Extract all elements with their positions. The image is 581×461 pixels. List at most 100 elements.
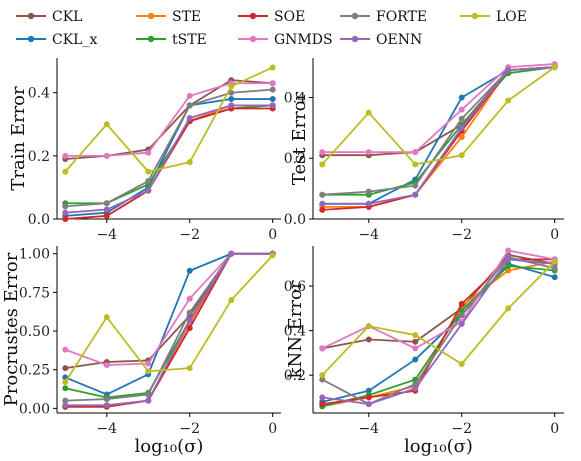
series-line (322, 63, 555, 154)
data-point (228, 250, 235, 257)
series-oenn (319, 64, 558, 207)
data-point (365, 336, 372, 343)
series-line (322, 66, 555, 157)
y-tick-label: 0.4 (284, 324, 306, 340)
data-point (228, 96, 235, 103)
data-point (551, 258, 558, 265)
legend-item: tSTE (136, 32, 207, 48)
series-ckl (62, 77, 276, 163)
data-point (412, 332, 419, 339)
data-point (145, 360, 152, 367)
legend-item: STE (136, 9, 201, 25)
series-line (64, 252, 273, 366)
data-point (458, 320, 465, 327)
series-forte (62, 86, 276, 210)
legend-label: FORTE (376, 9, 427, 25)
legend-marker (147, 35, 155, 43)
data-point (103, 200, 110, 207)
legend-marker (147, 12, 155, 20)
x-tick-label: −2 (451, 421, 472, 437)
data-point (412, 191, 419, 198)
data-point (319, 200, 326, 207)
series-gnmds (319, 247, 558, 352)
data-point (505, 247, 512, 254)
data-point (319, 161, 326, 168)
series-gnmds (319, 61, 558, 156)
series-line (65, 252, 273, 402)
legend-marker (249, 35, 257, 43)
legend-label: OENN (376, 32, 422, 48)
data-point (269, 64, 276, 71)
data-point (365, 323, 372, 330)
data-point (412, 182, 419, 189)
data-point (62, 168, 69, 175)
data-point (145, 397, 152, 404)
y-tick-label: 0.4 (28, 86, 50, 102)
data-point (103, 314, 110, 321)
series-loe (62, 64, 276, 175)
legend-item: SOE (238, 9, 305, 25)
series-line (322, 265, 555, 408)
data-point (412, 385, 419, 392)
series-line (65, 252, 273, 407)
data-point (228, 83, 235, 90)
data-point (62, 203, 69, 210)
data-point (365, 200, 372, 207)
data-point (412, 149, 419, 156)
data-point (186, 295, 193, 302)
y-tick-label: 0.2 (284, 151, 306, 167)
data-point (458, 133, 465, 140)
y-tick-label: 0.25 (19, 363, 50, 379)
data-point (458, 124, 465, 131)
legend-label: CKL_x (52, 32, 97, 48)
data-point (62, 209, 69, 216)
series-forte (319, 254, 558, 408)
legend-marker (471, 12, 479, 20)
data-point (365, 387, 372, 394)
x-tick-label: −4 (358, 421, 379, 437)
data-point (145, 178, 152, 185)
series-line (321, 260, 556, 376)
series-loe (319, 258, 558, 379)
legend: CKL CKL_x STE tSTE SOE GNMDS FORTE OENN LOE (16, 9, 527, 48)
x-axis-label: log₁₀(σ) (135, 436, 204, 457)
data-point (186, 324, 193, 331)
series-ckl (319, 64, 558, 159)
y-tick-label: 0.00 (19, 401, 50, 417)
y-tick-label: 1.00 (19, 247, 50, 263)
data-point (145, 149, 152, 156)
data-point (412, 345, 419, 352)
x-tick-label: −4 (96, 421, 117, 437)
series-loe (62, 252, 276, 386)
test-error-panel: 0.0 0.2 0.4 −4 −2 0 Test Error (284, 58, 564, 243)
data-point (145, 187, 152, 194)
y-axis-label: Train Error (8, 86, 29, 191)
data-point (103, 362, 110, 369)
y-tick-label: 0.4 (284, 90, 306, 106)
data-point (269, 102, 276, 109)
series-line (64, 66, 274, 173)
series-line (322, 66, 555, 205)
series-line (65, 252, 273, 370)
y-tick-label: 0.2 (284, 368, 306, 384)
data-point (319, 401, 326, 408)
y-tick-label: 0.2 (28, 149, 50, 165)
series-ste (319, 258, 558, 410)
data-point (551, 64, 558, 71)
data-point (458, 106, 465, 113)
x-tick-label: −2 (451, 227, 472, 243)
x-tick-label: 0 (268, 227, 277, 243)
series-line (65, 98, 273, 217)
legend-label: LOE (496, 9, 527, 25)
legend-label: GNMDS (274, 32, 333, 48)
data-point (269, 80, 276, 87)
legend-marker (27, 12, 35, 20)
y-axis-label: kNN Error (285, 280, 306, 378)
data-point (319, 345, 326, 352)
data-point (186, 102, 193, 109)
data-point (319, 191, 326, 198)
train-error-panel: 0.0 0.2 0.4 −4 −2 0 Train Error (8, 58, 281, 243)
series-soe (319, 256, 558, 408)
series-line (322, 258, 555, 405)
y-tick-label: 0.0 (284, 212, 306, 228)
